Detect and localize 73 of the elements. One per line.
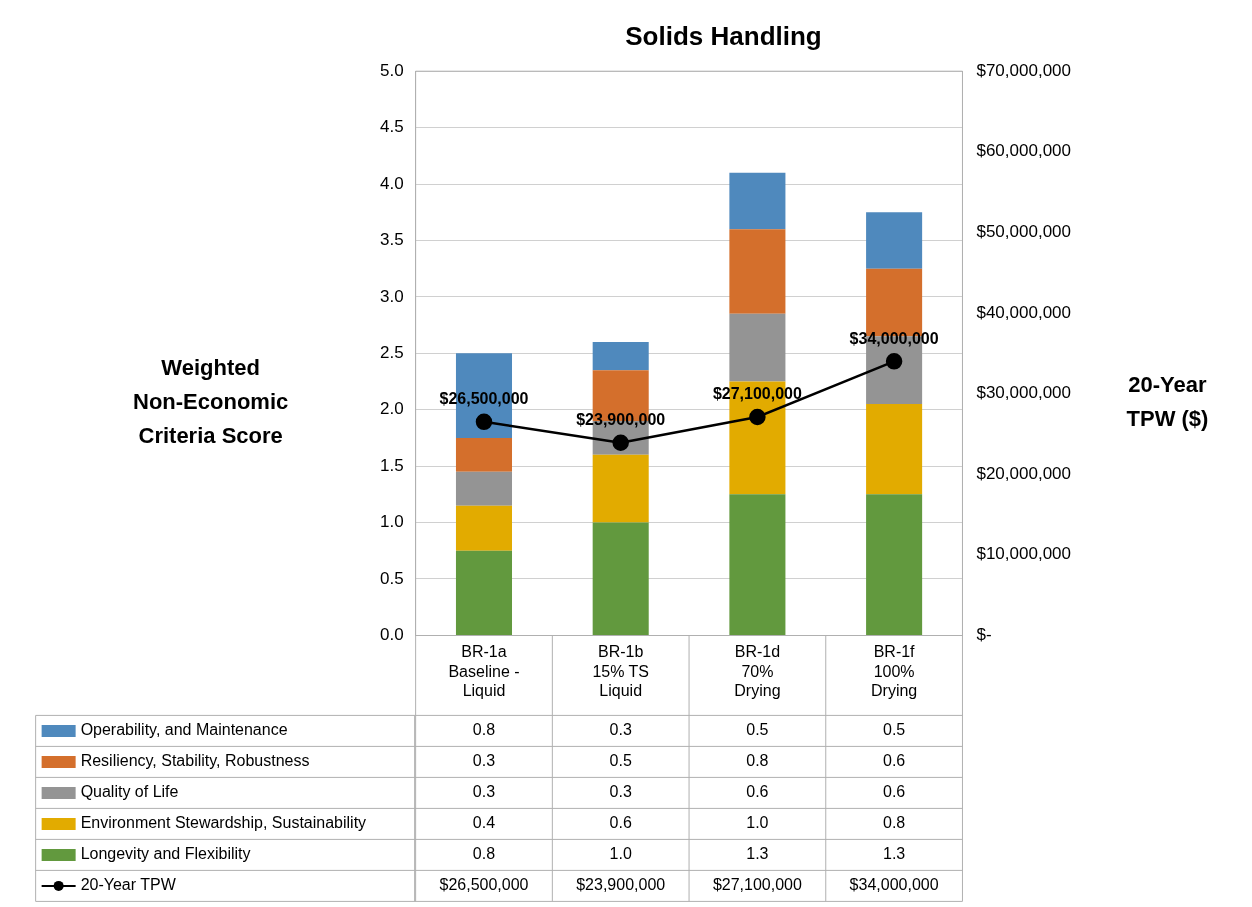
data-label: 0.5	[609, 752, 632, 770]
data-label: 1.0	[609, 845, 632, 863]
data-label: 0.8	[472, 845, 496, 863]
bar	[455, 471, 513, 506]
data-label: 0.4	[472, 814, 496, 832]
y-tick-label: 5.0	[379, 60, 404, 80]
data-label: 0.3	[472, 752, 496, 770]
y-tick-label: 2.5	[379, 342, 404, 362]
data-label: $23,900,000	[576, 876, 666, 894]
x-tick-label: BR-1d 70% Drying	[734, 643, 781, 699]
point	[475, 413, 493, 431]
bar	[866, 494, 923, 635]
y-tick-label: 3.0	[379, 286, 404, 306]
data-label: 0.6	[882, 752, 906, 770]
bar	[455, 505, 513, 551]
bar	[729, 494, 786, 635]
bar	[455, 550, 513, 635]
bar	[729, 172, 786, 230]
y-tick-label: 4.0	[379, 173, 404, 193]
chart-title: Solids Handling	[625, 20, 822, 51]
y-tick-label: 0.0	[379, 625, 404, 645]
y-tick-label: 3.5	[379, 230, 404, 250]
bar	[729, 229, 786, 314]
x-tick-label: BR-1a Baseline - Liquid	[448, 643, 520, 699]
legend-label: Longevity and Flexibility	[80, 845, 251, 863]
y2-tick-label: $30,000,000	[976, 383, 1072, 403]
y-tick-label: 2.0	[379, 399, 404, 419]
data-label: 0.6	[746, 783, 769, 801]
data-label: $34,000,000	[849, 876, 939, 894]
y2-tick-label: $60,000,000	[976, 141, 1072, 161]
y-tick-label: 1.5	[379, 455, 404, 475]
y2-axis-title: 20-Year TPW ($)	[1126, 372, 1209, 432]
data-label: 0.6	[882, 783, 906, 801]
data-label: 0.8	[746, 752, 769, 770]
data-label: $26,500,000	[439, 876, 529, 894]
y-tick-label: 1.0	[379, 512, 404, 532]
bar	[592, 522, 649, 635]
y2-tick-label: $40,000,000	[976, 302, 1072, 322]
legend-label: Operability, and Maintenance	[80, 721, 288, 739]
legend-label: Environment Stewardship, Sustainability	[80, 814, 367, 832]
data-label: 0.8	[882, 814, 906, 832]
bar	[455, 437, 513, 472]
y-tick-label: 4.5	[379, 117, 404, 137]
point	[749, 408, 766, 426]
text: $23,900,000	[576, 411, 666, 429]
data-label: 0.5	[882, 721, 906, 739]
data-label: 0.3	[472, 783, 496, 801]
y-axis-title: Weighted Non-Economic Criteria Score	[133, 355, 289, 449]
bar	[592, 454, 649, 523]
y-tick-label: 0.5	[379, 568, 404, 588]
x-tick-label: BR-1f 100% Drying	[870, 643, 918, 699]
y2-tick-label: $70,000,000	[976, 60, 1072, 80]
bar	[729, 313, 786, 382]
data-label: 1.3	[882, 845, 906, 863]
legend-label: Resiliency, Stability, Robustness	[80, 752, 310, 770]
y2-tick-label: $50,000,000	[976, 222, 1072, 242]
bar	[592, 342, 649, 371]
data-label: 0.3	[609, 783, 632, 801]
data-label: 0.3	[609, 721, 632, 739]
bar	[866, 212, 923, 269]
y2-tick-label: $-	[976, 625, 992, 645]
x-tick-label: BR-1b 15% TS Liquid	[592, 643, 650, 699]
y2-tick-label: $10,000,000	[976, 544, 1072, 564]
data-label: 1.3	[746, 845, 769, 863]
bar	[866, 404, 923, 495]
legend-label: 20-Year TPW	[80, 876, 177, 894]
data-label: $27,100,000	[712, 876, 802, 894]
data-label: 0.5	[746, 721, 769, 739]
data-label: 1.0	[746, 814, 769, 832]
data-label: 0.8	[472, 721, 496, 739]
data-label: 0.6	[609, 814, 632, 832]
y2-tick-label: $20,000,000	[976, 463, 1072, 483]
legend-label: Quality of Life	[80, 783, 179, 801]
